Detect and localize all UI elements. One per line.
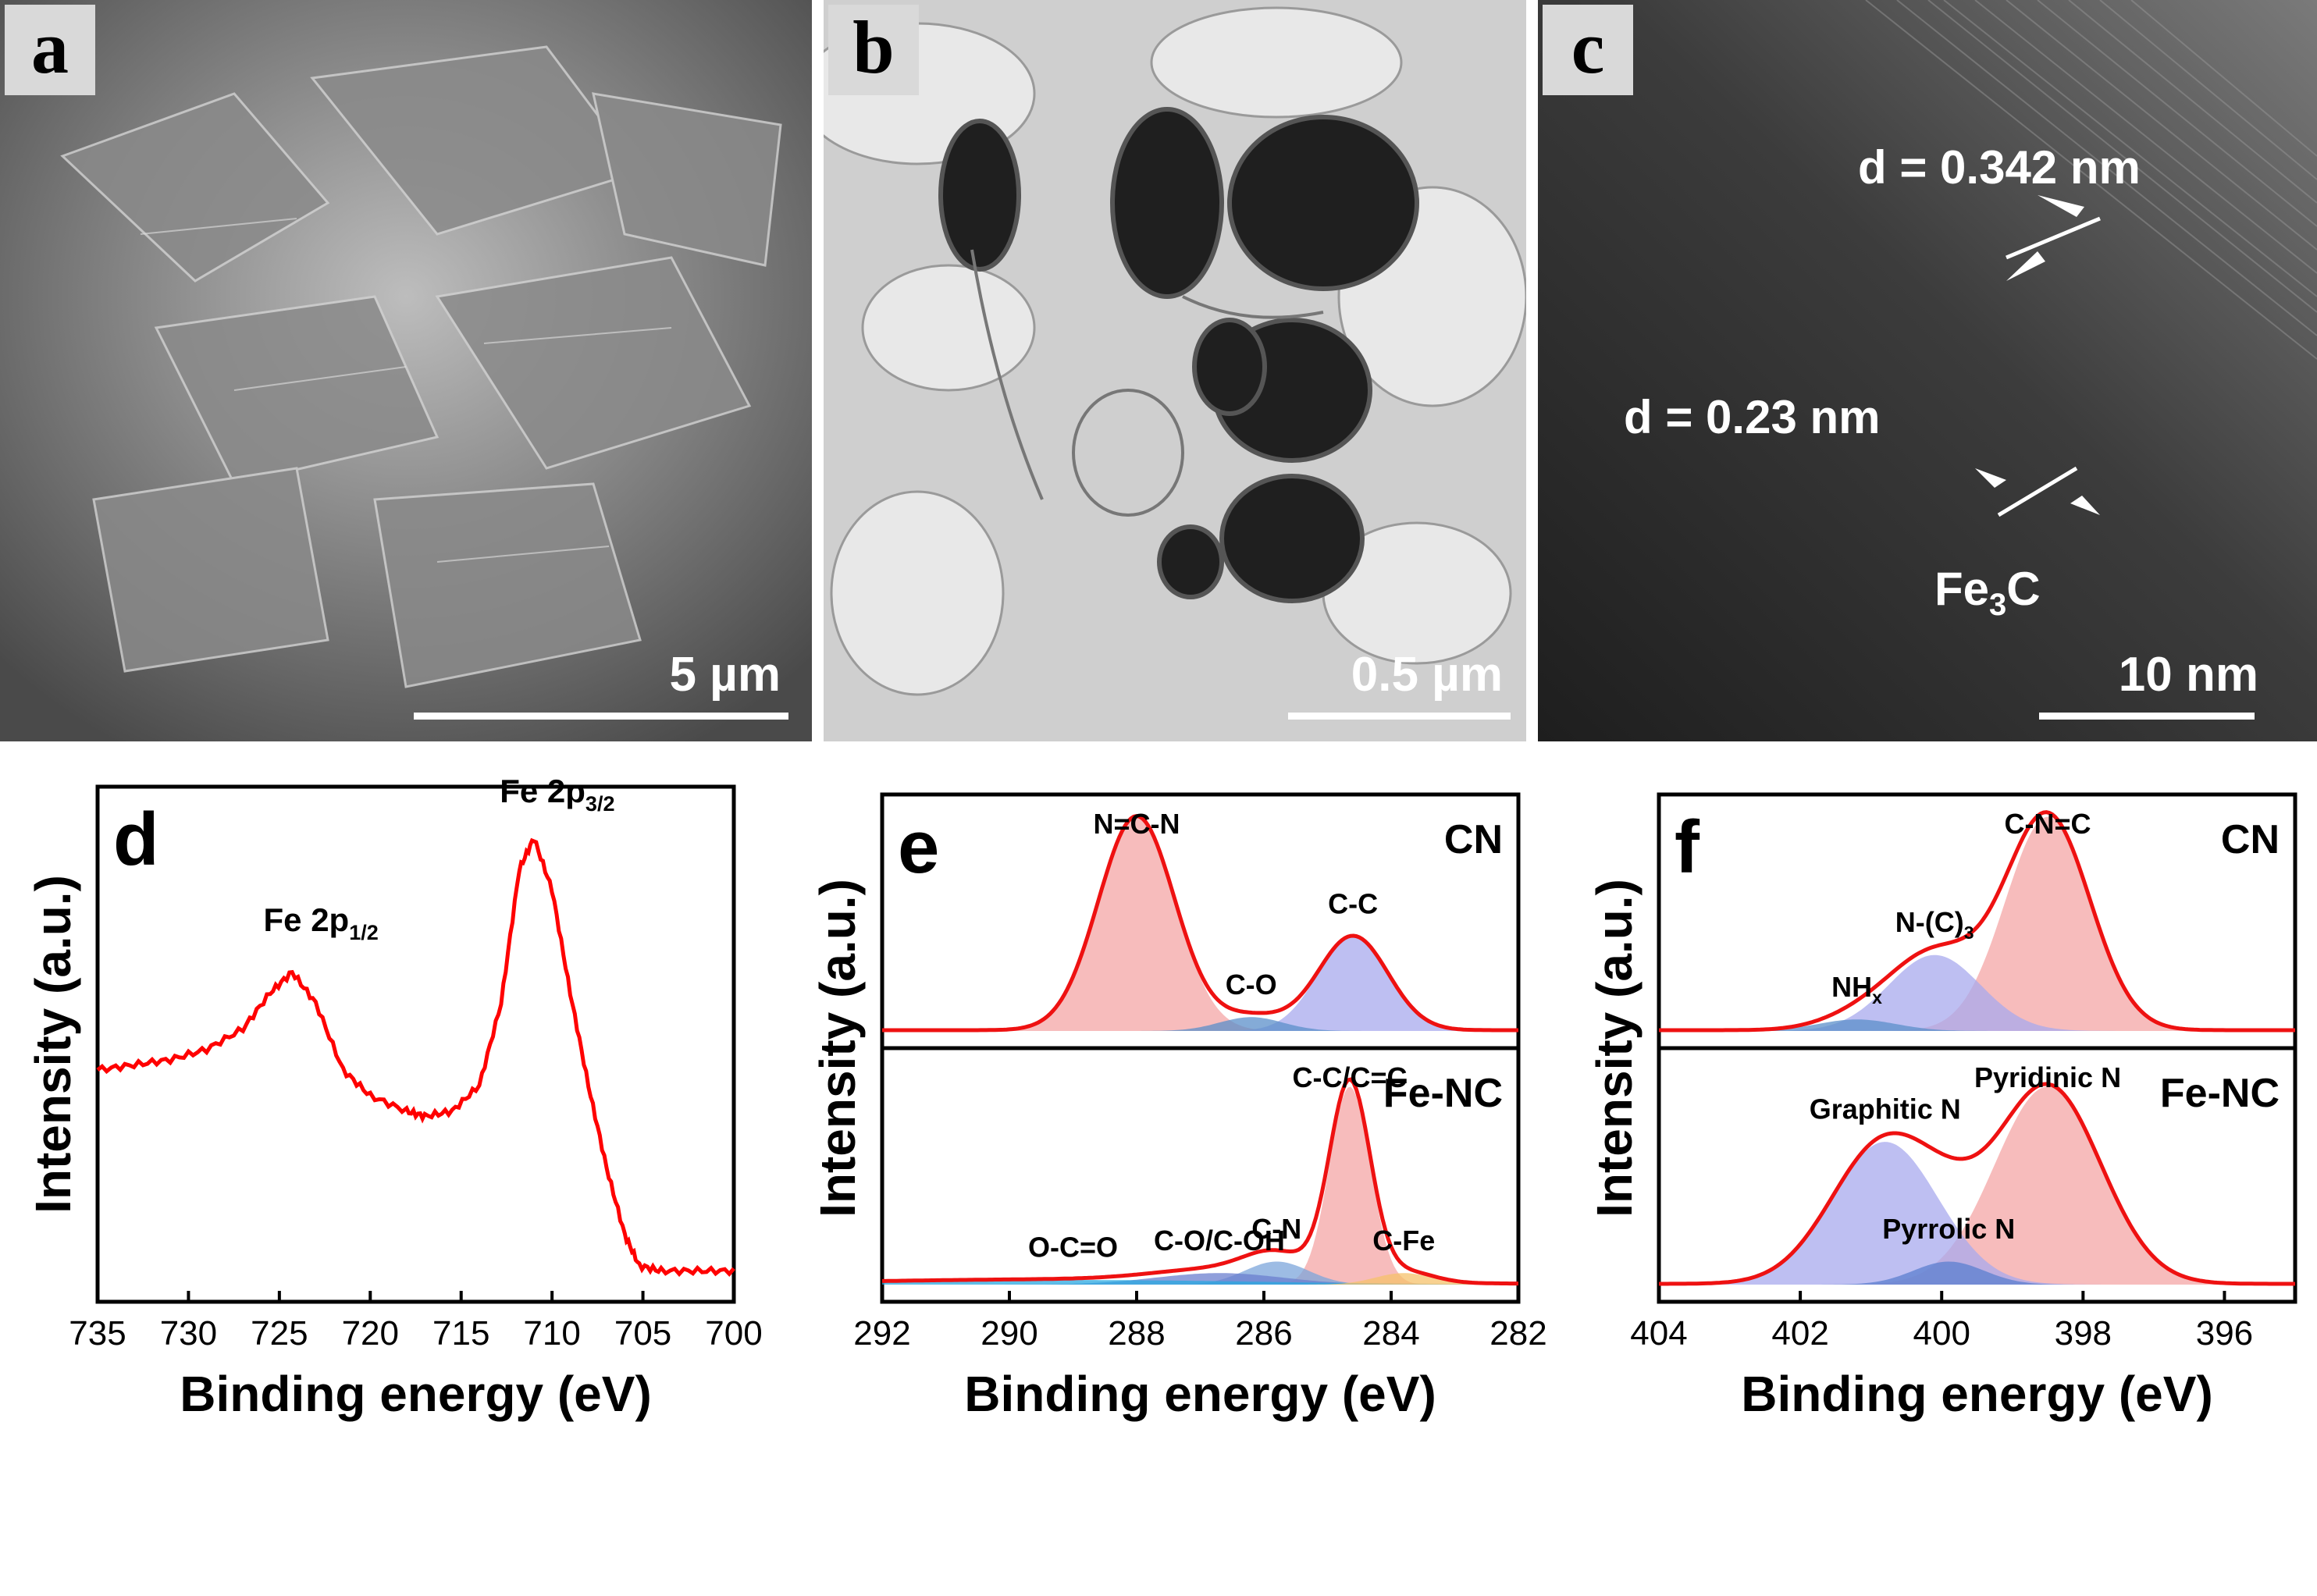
component-peak: [1659, 1019, 2295, 1031]
component-peak: [1659, 1261, 2295, 1285]
panel-d-fe2p-chart: 735 730 725 720 715 710 705 700 Binding energy (…: [0, 773, 769, 1592]
component-label: C-N=C: [2005, 808, 2091, 840]
x-tick-label: 292: [853, 1314, 910, 1353]
sample-label: Fe-NC: [2160, 1071, 2280, 1116]
sample-label: CN: [1444, 817, 1503, 862]
panel-label-a: a: [5, 5, 95, 95]
tem-micrograph: [799, 0, 1528, 741]
component-peak: [882, 1017, 1518, 1031]
component-label: Pyrrolic N: [1882, 1213, 2015, 1245]
y-axis-label: Intensity (a.u.): [810, 879, 866, 1217]
sample-label: CN: [2221, 817, 2280, 862]
component-peak: [1659, 1086, 2295, 1285]
phase-label-tail: C: [2006, 563, 2041, 615]
chart-d-svg: 735 730 725 720 715 710 705 700 Binding energy (…: [25, 773, 763, 1422]
panel-label-e: e: [898, 805, 939, 889]
peak-label: Fe 2p1/2: [264, 901, 379, 944]
fit-envelope-line: [882, 1077, 1518, 1286]
panel-label-b: b: [828, 5, 919, 95]
component-label: O-C=O: [1028, 1232, 1118, 1264]
x-tick-label: 715: [432, 1314, 489, 1353]
panel-e-c1s-chart: 292 290 288 286 284 282 Binding energy (eV) Int…: [781, 773, 1550, 1592]
x-tick-label: 700: [705, 1314, 762, 1353]
x-tick-label: 730: [160, 1314, 217, 1353]
lattice-spacing-label-2: d = 0.23 nm: [1624, 391, 1881, 443]
x-axis-label: Binding energy (eV): [964, 1366, 1436, 1422]
x-tick-label: 282: [1490, 1314, 1546, 1353]
chart-f-svg: 404 402 400 398 396 Binding energy (eV) Intens…: [1586, 792, 2297, 1422]
y-axis-label: Intensity (a.u.): [1586, 879, 1643, 1217]
component-label: C-C: [1328, 888, 1378, 920]
spectrum-line: [96, 837, 735, 1278]
chart-e-svg: 292 290 288 286 284 282 Binding energy (eV) Int…: [810, 792, 1547, 1422]
x-tick-label: 290: [981, 1314, 1037, 1353]
panel-label-c: c: [1543, 5, 1633, 95]
scale-bar-label-b: 0.5 µm: [1351, 648, 1503, 702]
peak-label: Fe 2p3/2: [500, 773, 614, 816]
component-peak: [1659, 1142, 2295, 1285]
scale-bar-label-a: 5 µm: [669, 648, 781, 702]
component-peak: [882, 1086, 1518, 1285]
fit-envelope-line: [1659, 810, 2295, 1033]
component-peak: [882, 937, 1518, 1031]
phase-label-main: Fe: [1934, 563, 1990, 615]
component-peak: [882, 816, 1518, 1031]
phase-label-fe3c: Fe3C: [1934, 562, 2041, 623]
x-tick-label: 725: [251, 1314, 308, 1353]
hrtem-micrograph: [1538, 0, 2317, 741]
y-axis-label: Intensity (a.u.): [25, 875, 81, 1214]
x-axis-label: Binding energy (eV): [180, 1366, 652, 1422]
x-tick-label: 710: [523, 1314, 580, 1353]
panel-b-tem-image: b 0.5 µm: [799, 0, 1528, 741]
x-tick-label: 286: [1235, 1314, 1292, 1353]
x-tick-label: 402: [1771, 1314, 1828, 1353]
sem-micrograph: [0, 0, 812, 741]
x-tick-label: 705: [614, 1314, 671, 1353]
component-label: C-O/C-OH: [1154, 1225, 1285, 1257]
component-peak: [1659, 954, 2295, 1031]
component-peak: [882, 1273, 1518, 1285]
scale-bar-c: [2039, 713, 2255, 720]
panel-label-d: d: [113, 798, 159, 881]
lattice-spacing-label-1: d = 0.342 nm: [1858, 141, 2141, 194]
scale-bar-a: [414, 713, 788, 720]
panel-f-n1s-chart: 404 402 400 398 396 Binding energy (eV) Intens…: [1557, 773, 2317, 1592]
x-tick-label: 720: [342, 1314, 399, 1353]
component-label: N-(C)3: [1895, 906, 1974, 943]
x-tick-label: 396: [2196, 1314, 2253, 1353]
component-label: Graphitic N: [1810, 1093, 1961, 1125]
x-tick-label: 404: [1630, 1314, 1687, 1353]
component-label: C-Fe: [1372, 1225, 1435, 1257]
fit-envelope-line: [882, 814, 1518, 1033]
sample-label: Fe-NC: [1383, 1071, 1503, 1116]
panel-c-hrtem-image: c d = 0.342 nm d = 0.23 nm Fe3C 10 nm: [1538, 0, 2317, 741]
component-label: C-C/C=C: [1293, 1061, 1408, 1093]
x-tick-label: 735: [69, 1314, 126, 1353]
scale-bar-label-c: 10 nm: [2118, 648, 2258, 702]
x-tick-label: 398: [2055, 1314, 2112, 1353]
phase-label-sub: 3: [1989, 588, 2007, 622]
component-label: C-N: [1251, 1213, 1301, 1245]
component-label: Pyridinic N: [1974, 1061, 2121, 1093]
x-axis-label: Binding energy (eV): [1741, 1366, 2213, 1422]
fit-envelope-line: [1659, 1082, 2295, 1286]
x-tick-label: 288: [1108, 1314, 1165, 1353]
x-tick-label: 400: [1913, 1314, 1970, 1353]
component-peak: [882, 1273, 1518, 1285]
panel-a-sem-image: a 5 µm: [0, 0, 812, 741]
component-label: NHx: [1831, 971, 1882, 1008]
component-label: N=C-N: [1093, 808, 1180, 840]
scale-bar-b: [1288, 713, 1511, 720]
plot-frame: [95, 784, 736, 1304]
x-tick-label: 284: [1362, 1314, 1419, 1353]
panel-label-f: f: [1675, 805, 1700, 889]
component-label: C-O: [1226, 969, 1277, 1001]
